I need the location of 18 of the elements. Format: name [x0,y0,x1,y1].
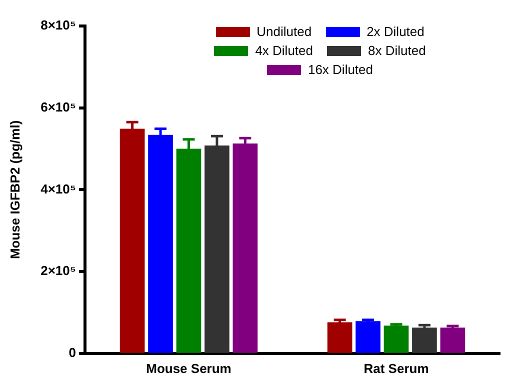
y-tick-label: 4×10⁵ [40,181,76,196]
y-tick-label: 2×10⁵ [40,263,76,278]
y-tick-label: 8×10⁵ [40,18,76,33]
x-tick-label: Rat Serum [364,360,429,376]
legend-label: 2x Diluted [366,24,424,39]
bar [356,321,380,353]
x-tick-label: Mouse Serum [146,360,232,376]
y-tick-label: 0 [68,344,76,360]
bar [412,328,437,353]
legend-label: Undiluted [256,24,312,39]
bar [327,322,352,353]
legend-label: 8x Diluted [368,43,426,58]
y-axis-title: Mouse IGFBP2 (pg/ml) [7,120,22,260]
bar [440,328,466,353]
bar [384,326,409,353]
legend-label: 4x Diluted [255,43,313,58]
legend-label: 16x Diluted [308,62,374,77]
y-tick-label: 6×10⁵ [40,99,76,114]
